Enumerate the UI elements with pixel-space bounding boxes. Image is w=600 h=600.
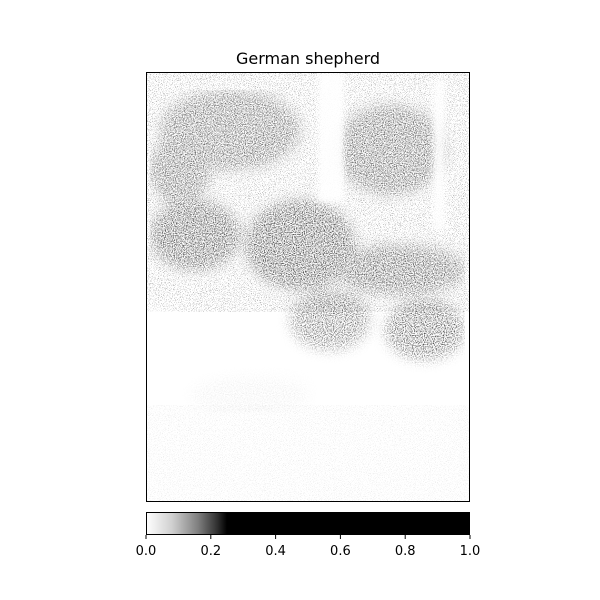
attention-map-image	[146, 72, 470, 502]
figure-title: German shepherd	[236, 49, 380, 68]
colorbar-tick-label: 1.0	[460, 544, 481, 559]
colorbar-gradient	[146, 512, 470, 535]
colorbar-tick-label: 0.8	[395, 544, 416, 559]
colorbar-tick-label: 0.2	[200, 544, 221, 559]
colorbar-tick-label: 0.0	[136, 544, 157, 559]
colorbar: 0.0 0.2 0.4 0.6 0.8 1.0	[136, 512, 481, 559]
colorbar-tick-label: 0.4	[265, 544, 286, 559]
image-frame	[146, 72, 470, 502]
colorbar-ticks: 0.0 0.2 0.4 0.6 0.8 1.0	[136, 535, 481, 559]
colorbar-tick-label: 0.6	[330, 544, 351, 559]
colorbar-frame	[146, 512, 470, 535]
